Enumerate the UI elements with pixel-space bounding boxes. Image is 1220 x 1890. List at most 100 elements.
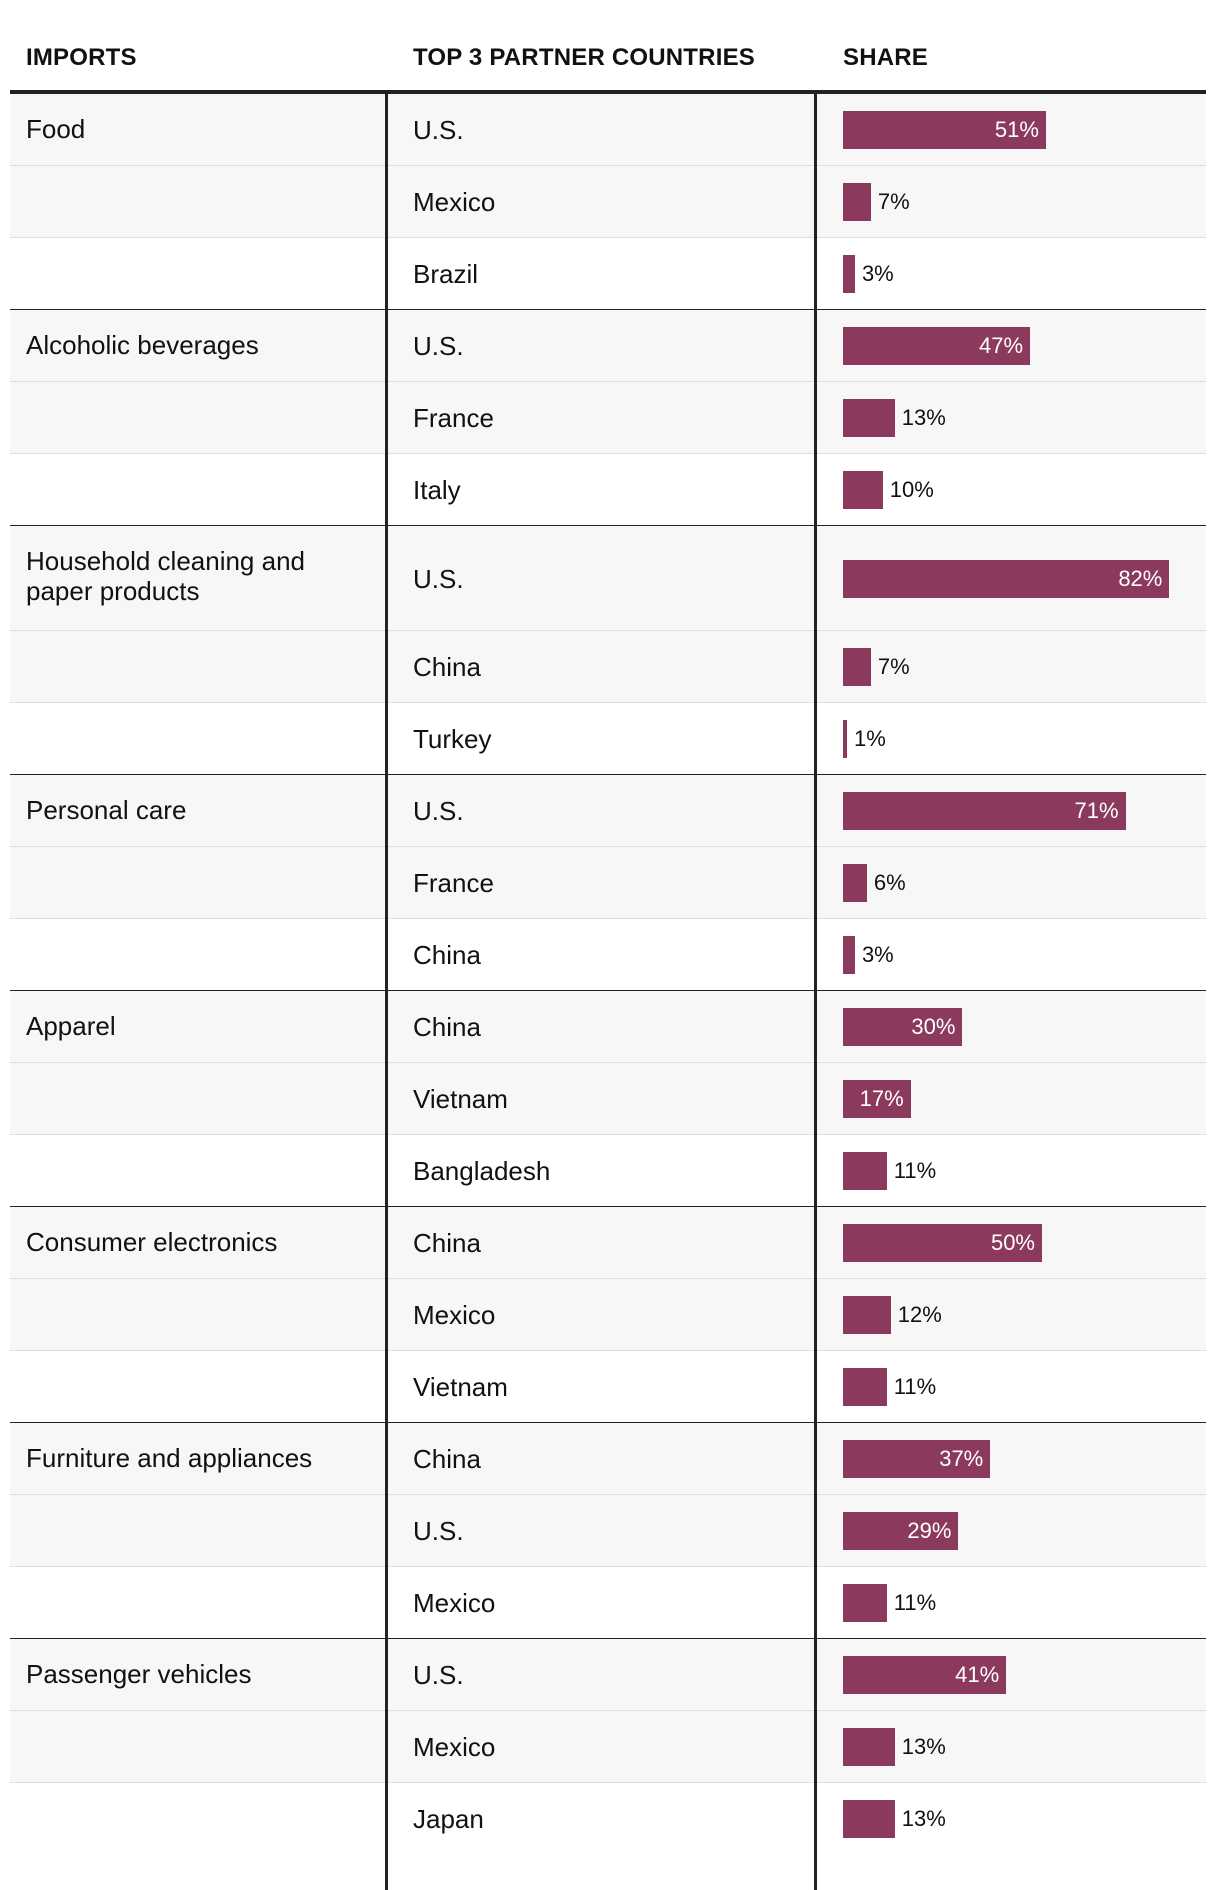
partner-country: China xyxy=(413,1012,481,1042)
share-bar xyxy=(843,1512,959,1550)
row-band xyxy=(10,1423,1206,1495)
partner-country: Japan xyxy=(413,1804,484,1834)
share-label: 3% xyxy=(861,261,894,286)
import-category: Personal care xyxy=(26,795,187,825)
share-bar xyxy=(843,1800,895,1838)
row-band xyxy=(10,847,1206,919)
partner-country: Vietnam xyxy=(413,1372,508,1402)
column-divider-1 xyxy=(385,94,388,1890)
import-category: Furniture and appliances xyxy=(26,1443,313,1473)
row-separator xyxy=(10,1566,1206,1567)
share-label: 10% xyxy=(889,477,934,502)
row-band xyxy=(10,631,1206,703)
row-band xyxy=(10,991,1206,1063)
partner-country: Mexico xyxy=(413,187,496,217)
row-separator xyxy=(10,918,1206,919)
partner-country: Mexico xyxy=(413,1732,496,1762)
share-column-header: SHARE xyxy=(843,44,929,71)
share-bar xyxy=(843,1152,887,1190)
share-bar xyxy=(843,1080,911,1118)
row-band xyxy=(10,1279,1206,1351)
share-bar xyxy=(843,399,895,437)
partner-country: U.S. xyxy=(413,563,464,594)
row-separator xyxy=(10,1278,1206,1279)
share-bar xyxy=(843,183,871,221)
share-label: 17% xyxy=(859,1086,904,1111)
share-bar xyxy=(843,864,867,902)
row-separator xyxy=(10,702,1206,703)
row-band xyxy=(10,1495,1206,1567)
partner-country: China xyxy=(413,1228,481,1258)
share-label: 30% xyxy=(911,1014,956,1039)
share-label: 1% xyxy=(853,726,886,751)
share-bar xyxy=(843,792,1126,830)
row-separator xyxy=(10,1350,1206,1351)
row-band xyxy=(10,1639,1206,1711)
share-bar xyxy=(843,1224,1042,1262)
share-label: 7% xyxy=(877,189,910,214)
import-category: Alcoholic beverages xyxy=(26,330,259,360)
share-bar xyxy=(843,1008,963,1046)
partner-country: Italy xyxy=(413,475,461,505)
partner-country: Mexico xyxy=(413,1588,496,1618)
share-label: 13% xyxy=(901,1734,946,1759)
share-bar xyxy=(843,1296,891,1334)
share-label: 41% xyxy=(955,1662,1000,1687)
partner-country: France xyxy=(413,403,494,433)
share-bar xyxy=(843,1368,887,1406)
row-band xyxy=(10,382,1206,454)
import-category: Apparel xyxy=(26,1011,116,1041)
header-rule xyxy=(10,90,1206,94)
import-category: Food xyxy=(26,114,86,144)
share-label: 13% xyxy=(901,1806,946,1831)
row-separator xyxy=(10,1782,1206,1783)
row-band xyxy=(10,1711,1206,1783)
partner-country: China xyxy=(413,940,481,970)
share-bar xyxy=(843,1656,1007,1694)
share-bar xyxy=(843,1728,895,1766)
share-label: 6% xyxy=(873,870,906,895)
partner-country: U.S. xyxy=(413,1660,464,1690)
share-bar xyxy=(843,1584,887,1622)
column-divider-2 xyxy=(814,94,817,1890)
share-label: 11% xyxy=(893,1158,937,1183)
share-label: 47% xyxy=(979,333,1024,358)
partner-country: Brazil xyxy=(413,259,479,289)
row-band xyxy=(10,1063,1206,1135)
partner-country: China xyxy=(413,1444,481,1474)
share-bar xyxy=(843,648,871,686)
share-label: 37% xyxy=(939,1446,984,1471)
share-label: 11% xyxy=(893,1374,937,1399)
partners-column-header: TOP 3 PARTNER COUNTRIES xyxy=(413,44,755,71)
share-label: 3% xyxy=(861,942,894,967)
partner-country: Turkey xyxy=(413,724,492,754)
share-label: 29% xyxy=(907,1518,952,1543)
share-bar xyxy=(843,720,847,758)
share-label: 50% xyxy=(990,1230,1035,1255)
row-separator xyxy=(10,237,1206,238)
share-bar xyxy=(843,559,1170,598)
share-label: 11% xyxy=(893,1590,937,1615)
row-separator xyxy=(10,381,1206,382)
share-bar xyxy=(843,471,883,509)
share-label: 12% xyxy=(897,1302,942,1327)
partner-country: Mexico xyxy=(413,1300,496,1330)
row-separator xyxy=(10,846,1206,847)
row-separator xyxy=(10,165,1206,166)
row-separator xyxy=(10,453,1206,454)
partner-country: France xyxy=(413,868,494,898)
partner-country: U.S. xyxy=(413,115,464,145)
partner-country: U.S. xyxy=(413,796,464,826)
share-bar xyxy=(843,255,855,293)
share-label: 51% xyxy=(994,117,1039,142)
row-separator xyxy=(10,1062,1206,1063)
share-bar xyxy=(843,936,855,974)
partner-country: China xyxy=(413,652,481,682)
share-bar xyxy=(843,327,1031,365)
row-separator xyxy=(10,1134,1206,1135)
share-label: 82% xyxy=(1118,565,1163,591)
partner-country: U.S. xyxy=(413,1516,464,1546)
import-category: Passenger vehicles xyxy=(26,1659,252,1689)
row-separator xyxy=(10,630,1206,631)
row-separator xyxy=(10,1494,1206,1495)
